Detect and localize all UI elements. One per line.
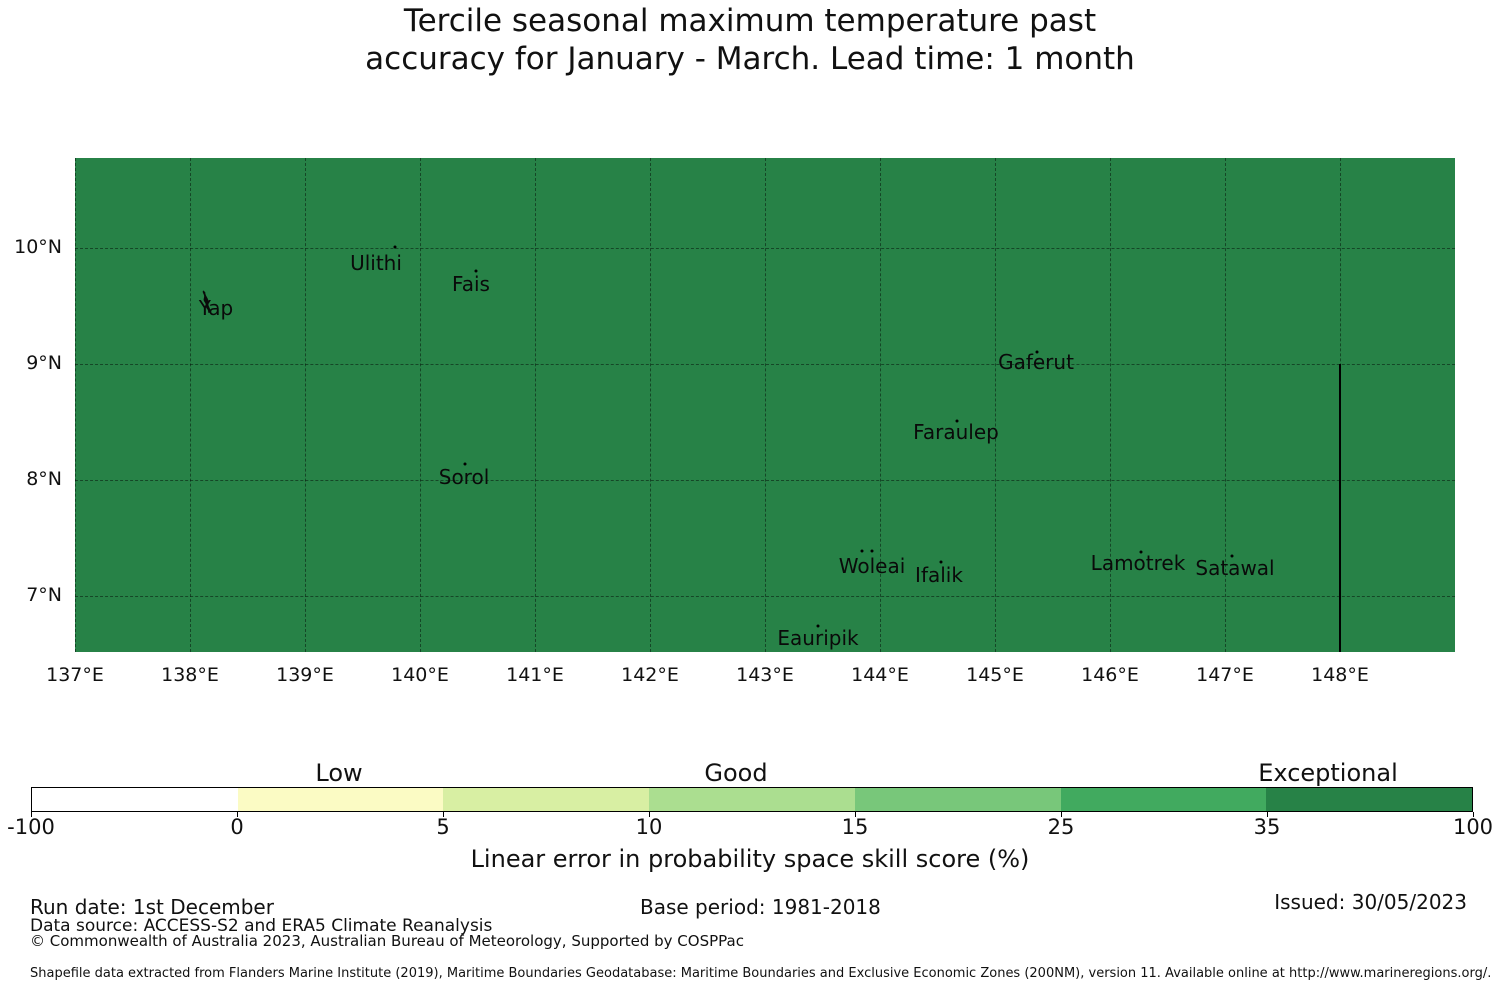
colorbar-tick-mark [237,812,238,817]
colorbar-category-low: Low [315,759,363,787]
island-marker-dot [939,560,943,564]
copyright-text: © Commonwealth of Australia 2023, Austra… [30,932,744,950]
island-label-ifalik: Ifalik [915,563,963,587]
x-tick-label: 147°E [1196,664,1254,686]
gridline-horizontal [75,480,1455,481]
colorbar-segment-3 [649,788,855,811]
gridline-vertical [535,158,536,652]
colorbar-segment-6 [1266,788,1473,811]
island-label-sorol: Sorol [438,465,490,489]
y-tick-label: 8°N [26,468,62,490]
x-tick-label: 148°E [1311,664,1369,686]
colorbar [31,787,1473,812]
colorbar-tick-mark [649,812,650,817]
x-tick-label: 142°E [621,664,679,686]
gridline-horizontal [75,248,1455,249]
island-marker-dot [463,462,467,466]
colorbar-tick-label: 0 [230,815,244,839]
island-marker-dot [955,419,959,423]
colorbar-tick-label: 10 [635,815,663,839]
island-label-faraulep: Faraulep [913,420,999,444]
colorbar-tick-mark [1267,812,1268,817]
gridline-vertical [995,158,996,652]
island-marker-dot [1139,550,1143,554]
colorbar-tick-label: 35 [1253,815,1281,839]
x-tick-label: 146°E [1081,664,1139,686]
gridline-vertical [765,158,766,652]
colorbar-tick-mark [443,812,444,817]
gridline-vertical [1110,158,1111,652]
run-date-text: Run date: 1st December [30,895,274,919]
gridline-vertical [880,158,881,652]
colorbar-segment-4 [854,788,1061,811]
x-tick-label: 137°E [46,664,104,686]
colorbar-tick-label: 15 [841,815,869,839]
colorbar-segment-1 [237,788,444,811]
colorbar-tick-label: 100 [1452,815,1494,839]
colorbar-segment-2 [443,788,650,811]
x-tick-label: 140°E [391,664,449,686]
island-marker-dot [474,269,478,273]
colorbar-tick-mark [31,812,32,817]
colorbar-segment-5 [1060,788,1267,811]
island-marker-dot [860,549,864,553]
x-tick-label: 141°E [506,664,564,686]
colorbar-axis-label: Linear error in probability space skill … [470,845,1030,873]
eez-boundary-line [1339,364,1341,652]
shapefile-attribution-text: Shapefile data extracted from Flanders M… [30,966,1492,981]
base-period-text: Base period: 1981-2018 [640,895,881,919]
island-label-woleai: Woleai [838,554,906,578]
yap-island-shape [199,289,213,319]
colorbar-category-exceptional: Exceptional [1258,759,1398,787]
island-marker-dot [816,624,820,628]
x-tick-label: 138°E [161,664,219,686]
colorbar-tick-mark [1061,812,1062,817]
colorbar-tick-label: 5 [436,815,450,839]
x-tick-label: 143°E [736,664,794,686]
gridline-vertical [650,158,651,652]
gridline-horizontal [75,596,1455,597]
figure-title: Tercile seasonal maximum temperature pas… [0,2,1500,78]
colorbar-category-good: Good [704,759,768,787]
gridline-vertical [1225,158,1226,652]
x-tick-label: 139°E [276,664,334,686]
colorbar-tick-mark [855,812,856,817]
island-marker-dot [393,245,397,249]
gridline-horizontal [75,364,1455,365]
island-label-lamotrek: Lamotrek [1090,551,1186,575]
island-label-satawal: Satawal [1195,556,1275,580]
x-tick-label: 144°E [851,664,909,686]
x-tick-label: 145°E [966,664,1024,686]
island-label-eauripik: Eauripik [777,626,859,650]
issued-date-text: Issued: 30/05/2023 [1274,890,1467,914]
colorbar-tick-label: 25 [1047,815,1075,839]
island-marker-dot [870,549,874,553]
y-tick-label: 10°N [14,236,62,258]
colorbar-tick-mark [1473,812,1474,817]
island-label-fais: Fais [452,272,490,296]
island-label-ulithi: Ulithi [350,251,402,275]
colorbar-tick-label: -100 [7,815,55,839]
colorbar-segment-0 [32,788,238,811]
y-tick-label: 7°N [26,584,62,606]
island-label-gaferut: Gaferut [998,350,1074,374]
map-area: Yap Ulithi Fais Sorol Gaferut Faraulep Woleai I… [75,158,1455,652]
island-marker-dot [1230,554,1234,558]
data-source-text: Data source: ACCESS-S2 and ERA5 Climate … [30,916,493,936]
island-marker-dot [1035,350,1039,354]
title-line-2: accuracy for January - March. Lead time:… [365,41,1135,77]
gridline-vertical [305,158,306,652]
gridline-vertical [420,158,421,652]
y-tick-label: 9°N [26,352,62,374]
title-line-1: Tercile seasonal maximum temperature pas… [403,3,1097,39]
gridline-vertical [190,158,191,652]
gridline-vertical [75,158,76,652]
